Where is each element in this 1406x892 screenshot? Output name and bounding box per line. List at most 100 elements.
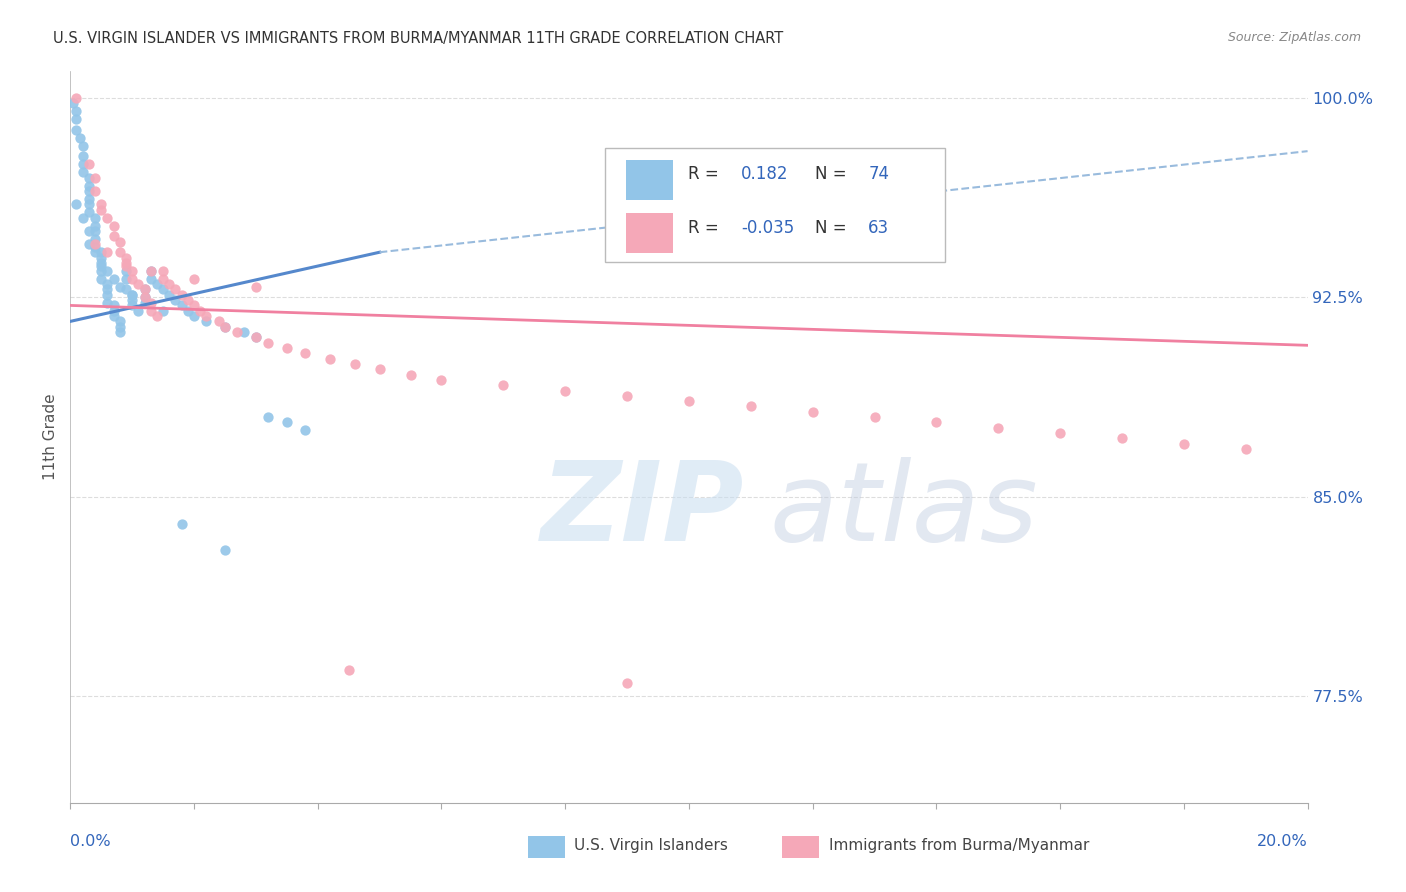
Point (96, 245, 118, 260)
Point (226, 325, 249, 339)
Point (195, 314, 218, 328)
Point (134, 290, 156, 304)
Point (188, 303, 211, 318)
Point (108, 319, 131, 334)
Point (139, 303, 162, 318)
Point (214, 319, 236, 334)
Point (84, 211, 107, 225)
Point (294, 346, 316, 360)
Point (146, 309, 169, 323)
Point (72, 157, 94, 171)
Text: -0.035: -0.035 (741, 219, 794, 237)
Point (257, 335, 280, 350)
Text: R =: R = (688, 165, 724, 183)
Point (90, 272, 112, 286)
Point (84, 240, 107, 254)
Point (84, 219, 107, 233)
Text: N =: N = (815, 219, 852, 237)
Point (84, 224, 107, 238)
Bar (782, 836, 818, 858)
Point (121, 272, 143, 286)
Point (170, 287, 193, 301)
Point (108, 325, 131, 339)
Point (1173, 436, 1195, 450)
Point (103, 298, 125, 312)
Point (294, 424, 316, 438)
Point (245, 280, 267, 294)
Point (165, 283, 187, 297)
Point (134, 290, 156, 304)
Point (337, 663, 360, 677)
Point (121, 264, 143, 278)
Point (84, 237, 107, 252)
Text: 74: 74 (869, 165, 890, 183)
Point (77, 184, 100, 198)
Point (177, 303, 200, 318)
Point (740, 400, 762, 414)
Point (96, 264, 118, 278)
Point (65, 91, 87, 105)
Y-axis label: 11th Grade: 11th Grade (44, 393, 59, 481)
Bar (626, 160, 673, 200)
Point (72, 138, 94, 153)
Point (90, 264, 112, 278)
Point (157, 277, 180, 292)
Point (77, 170, 100, 185)
Point (214, 319, 236, 334)
Point (195, 309, 218, 323)
Point (108, 235, 131, 249)
Point (84, 245, 107, 260)
Point (152, 272, 174, 286)
Text: 20.0%: 20.0% (1257, 833, 1308, 848)
Point (65, 112, 87, 127)
Point (801, 405, 824, 419)
Point (165, 293, 187, 307)
Point (183, 309, 205, 323)
Point (96, 287, 118, 301)
Point (90, 259, 112, 273)
Point (157, 287, 180, 301)
Point (121, 293, 143, 307)
Point (65, 123, 87, 137)
Point (84, 184, 107, 198)
Text: R =: R = (688, 219, 724, 237)
Point (678, 394, 700, 409)
Point (108, 280, 131, 294)
Point (139, 264, 162, 278)
Text: N =: N = (815, 165, 852, 183)
Point (319, 351, 342, 366)
Point (72, 149, 94, 163)
Point (183, 272, 205, 286)
Point (77, 237, 100, 252)
Text: U.S. Virgin Islanders: U.S. Virgin Islanders (574, 838, 728, 853)
Point (115, 272, 138, 286)
Point (108, 314, 131, 328)
Point (134, 283, 156, 297)
Point (62, 96, 84, 111)
Point (77, 157, 100, 171)
Point (115, 264, 138, 278)
Point (96, 283, 118, 297)
Point (65, 197, 87, 211)
Point (245, 330, 267, 344)
Point (1111, 431, 1133, 445)
Point (90, 245, 112, 260)
Point (232, 325, 254, 339)
Point (430, 373, 453, 387)
Point (343, 357, 366, 371)
Bar (529, 836, 565, 858)
Point (177, 293, 200, 307)
Point (90, 256, 112, 270)
Text: 0.182: 0.182 (741, 165, 789, 183)
Point (96, 211, 118, 225)
Point (146, 277, 169, 292)
Point (103, 272, 125, 286)
Point (103, 309, 125, 323)
Point (368, 362, 391, 376)
Point (276, 341, 298, 355)
Point (77, 192, 100, 206)
Text: Immigrants from Burma/Myanmar: Immigrants from Burma/Myanmar (828, 838, 1090, 853)
Point (115, 283, 138, 297)
Point (77, 224, 100, 238)
Point (139, 295, 162, 310)
